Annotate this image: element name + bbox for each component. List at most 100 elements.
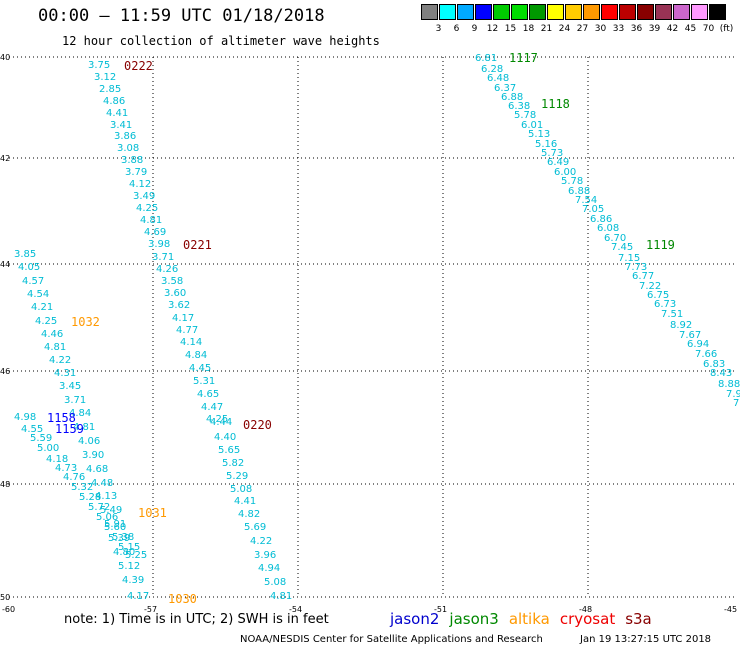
note-text: note: 1) Time is in UTC; 2) SWH is in fe… bbox=[64, 612, 329, 627]
scale-swatch bbox=[583, 4, 600, 20]
wave-height-value: 6.86 bbox=[590, 214, 612, 225]
wave-height-value: 3.62 bbox=[168, 300, 190, 311]
latitude-label: 46 bbox=[0, 367, 10, 376]
wave-height-value: 6.88 bbox=[501, 92, 523, 103]
wave-height-value: 4.48 bbox=[91, 478, 113, 489]
wave-height-value: 4.73 bbox=[55, 463, 77, 474]
scale-swatch bbox=[709, 4, 726, 20]
wave-height-value: 3.85 bbox=[14, 249, 36, 260]
wave-height-value: 3.90 bbox=[82, 450, 104, 461]
legend-entry: jason2 bbox=[390, 610, 440, 628]
wave-height-value: 5.29 bbox=[226, 471, 248, 482]
wave-height-value: 6.70 bbox=[604, 233, 626, 244]
scale-label: 42 bbox=[666, 24, 679, 34]
wave-height-value: 3.41 bbox=[110, 120, 132, 131]
wave-height-value: 4.39 bbox=[122, 575, 144, 586]
wave-height-value: 4.18 bbox=[46, 454, 68, 465]
scale-swatch bbox=[673, 4, 690, 20]
wave-height-value: 8.88 bbox=[718, 379, 740, 390]
wave-height-value: 4.13 bbox=[95, 491, 117, 502]
scale-label: 70 bbox=[702, 24, 715, 34]
wave-height-value: 8.92 bbox=[670, 320, 692, 331]
wave-height-value: 3.60 bbox=[164, 288, 186, 299]
wave-height-value: 5.91 bbox=[104, 519, 126, 530]
wave-height-value: 6.75 bbox=[647, 290, 669, 301]
wave-height-value: 3.08 bbox=[117, 143, 139, 154]
scale-swatch bbox=[637, 4, 654, 20]
wave-height-value: 7.66 bbox=[695, 349, 717, 360]
wave-height-value: 6.94 bbox=[687, 339, 709, 350]
wave-height-value: 5.49 bbox=[100, 505, 122, 516]
wave-height-value: 5.60 bbox=[104, 522, 126, 533]
longitude-label: -45 bbox=[724, 605, 737, 614]
wave-height-value: 4.94 bbox=[258, 563, 280, 574]
wave-height-value: 5.39 bbox=[108, 533, 130, 544]
scale-swatch bbox=[457, 4, 474, 20]
scale-label: 27 bbox=[576, 24, 589, 34]
axis-labels: 40 42 44 46 48 50 -60 -57 -54 -51 -48 -45 bbox=[0, 53, 737, 614]
wave-height-value: 4.44 bbox=[210, 417, 232, 428]
wave-height-value: 6.01 bbox=[521, 120, 543, 131]
scale-swatch bbox=[529, 4, 546, 20]
scale-label: 15 bbox=[504, 24, 517, 34]
wave-height-value: 4.25 bbox=[35, 316, 57, 327]
wave-height-value: 5.25 bbox=[125, 550, 147, 561]
wave-height-value: 4.22 bbox=[49, 355, 71, 366]
scale-swatch bbox=[619, 4, 636, 20]
wave-height-value: 4.54 bbox=[27, 289, 49, 300]
wave-height-value: 6.48 bbox=[487, 73, 509, 84]
wave-height-value: 6.08 bbox=[597, 223, 619, 234]
wave-height-value: 6.28 bbox=[481, 64, 503, 75]
longitude-label: -48 bbox=[579, 605, 592, 614]
latitude-label: 48 bbox=[0, 480, 10, 489]
longitude-label: -57 bbox=[144, 605, 157, 614]
scale-label: (ft) bbox=[719, 24, 734, 34]
wave-height-value: 3.71 bbox=[152, 252, 174, 263]
wave-height-points: 3.753.122.854.864.413.413.863.083.883.79… bbox=[14, 53, 740, 602]
wave-height-value: 4.25 bbox=[206, 414, 228, 425]
longitude-label: -60 bbox=[2, 605, 15, 614]
wave-height-value: 4.21 bbox=[31, 302, 53, 313]
latitude-label: 44 bbox=[0, 260, 10, 269]
wave-height-value: 5.82 bbox=[222, 458, 244, 469]
map-title: 00:00 – 11:59 UTC 01/18/2018 bbox=[38, 6, 325, 26]
pass-time-label: 1118 bbox=[541, 97, 570, 111]
wave-height-value: 5.65 bbox=[218, 445, 240, 456]
wave-height-value: 5.73 bbox=[541, 148, 563, 159]
wave-height-value: 6.77 bbox=[632, 271, 654, 282]
scale-label: 33 bbox=[612, 24, 625, 34]
wave-height-value: 4.41 bbox=[234, 496, 256, 507]
wave-height-value: 4.65 bbox=[197, 389, 219, 400]
wave-height-value: 4.46 bbox=[41, 329, 63, 340]
wave-height-value: 5.00 bbox=[37, 443, 59, 454]
wave-height-value: 3.58 bbox=[161, 276, 183, 287]
wave-height-value: 4.68 bbox=[86, 464, 108, 475]
wave-height-value: 3.79 bbox=[125, 167, 147, 178]
wave-height-value: 5.06 bbox=[96, 512, 118, 523]
wave-height-value: 4.81 bbox=[44, 342, 66, 353]
pass-time-label: 1158 bbox=[47, 411, 76, 425]
wave-height-value: 5.38 bbox=[112, 532, 134, 543]
generated-timestamp: Jan 19 13:27:15 UTC 2018 bbox=[580, 634, 712, 645]
wave-height-value: 4.14 bbox=[180, 337, 202, 348]
wave-height-value: 5.13 bbox=[528, 129, 550, 140]
wave-height-value: 5.08 bbox=[264, 577, 286, 588]
wave-height-value: 4.76 bbox=[63, 472, 85, 483]
wave-height-value: 6.88 bbox=[568, 186, 590, 197]
wave-height-value: 8.43 bbox=[710, 368, 732, 379]
wave-height-value: 7.22 bbox=[639, 281, 661, 292]
wave-height-value: 4.22 bbox=[250, 536, 272, 547]
latitude-label: 50 bbox=[0, 593, 10, 602]
pass-time-label: 1031 bbox=[138, 506, 167, 520]
wave-height-value: 6.00 bbox=[554, 167, 576, 178]
wave-height-value: 4.80 bbox=[113, 547, 135, 558]
scale-swatch bbox=[439, 4, 456, 20]
wave-height-value: 4.81 bbox=[140, 215, 162, 226]
scale-swatch bbox=[475, 4, 492, 20]
wave-height-value: 6.49 bbox=[547, 157, 569, 168]
pass-time-label: 0221 bbox=[183, 238, 212, 252]
wave-height-value: 5.69 bbox=[244, 522, 266, 533]
wave-height-value: 4.06 bbox=[78, 436, 100, 447]
